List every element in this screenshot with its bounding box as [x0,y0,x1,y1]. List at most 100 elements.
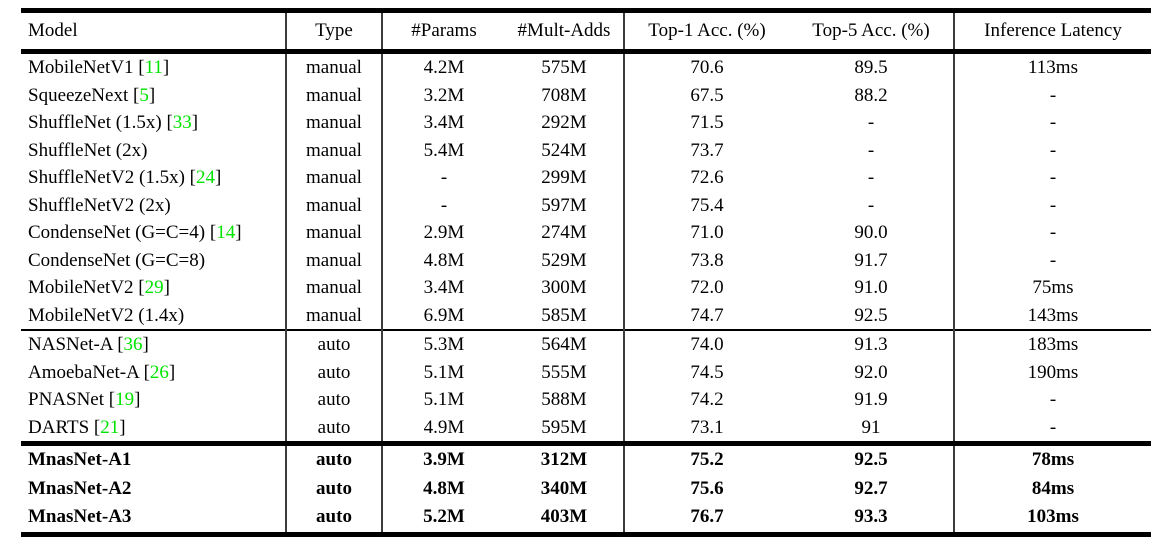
top5-acc-cell: 90.0 [854,222,888,243]
table-row: MobileNetV1 [11] manual 4.2M 575M 70.6 89.5 11… [21,51,1151,82]
top1-acc-cell: 70.6 [623,51,789,82]
mult-adds-cell: 312M [505,440,624,475]
col-header-params: #Params [382,10,505,54]
model-cell: CondenseNet (G=C=8) [28,249,206,271]
type-cell: auto [285,386,383,414]
table-body: MobileNetV1 [11] manual 4.2M 575M 70.6 89.5 11… [21,51,1151,535]
table-row: ShuffleNetV2 (2x) manual - 597M 75.4 - - [21,191,1151,219]
type-cell: manual [285,219,383,247]
top1-acc-cell: 74.7 [623,301,789,330]
params-cell: - [440,167,448,188]
type-cell: auto [285,503,383,535]
top5-acc-cell: 91 [861,416,881,438]
citation-link[interactable]: 24 [195,167,215,188]
params-cell: 5.2M [423,506,465,528]
table-row: PNASNet [19] auto 5.1M 588M 74.2 91.9 - [21,386,1151,414]
params-cell: 3.9M [382,440,505,475]
type-cell: manual [285,81,383,109]
model-cell: CondenseNet (G=C=4) [14] [28,222,242,243]
latency-cell: 78ms [953,440,1151,475]
top1-acc-cell: 72.6 [623,164,789,192]
table-row: ShuffleNet (1.5x) [33] manual 3.4M 292M 71.5… [21,109,1151,137]
col-header-model: Model [21,10,286,54]
top5-acc-cell: 89.5 [854,57,888,78]
latency-cell: - [953,81,1151,109]
top5-acc-cell: 91.7 [854,249,888,271]
top5-acc-cell: 91.0 [854,277,888,298]
type-cell: auto [285,413,383,444]
mult-adds-cell: 292M [541,112,587,133]
top1-acc-cell: 76.7 [623,503,789,535]
top1-acc-cell: 71.0 [623,219,789,247]
model-cell: DARTS [21] [28,416,126,438]
mult-adds-cell: 708M [541,84,587,106]
citation-link[interactable]: 19 [115,389,135,410]
model-cell: MnasNet-A1 [21,440,286,475]
top1-acc-cell: 74.0 [623,329,789,359]
params-cell: 3.4M [423,277,465,298]
col-header-top5-acc: Top-5 Acc. (%) [789,10,954,54]
top5-acc-cell: 93.3 [854,506,888,528]
mult-adds-cell: 299M [541,167,587,188]
type-cell: manual [285,136,383,164]
col-header-inference-latency: Inference Latency [953,10,1151,54]
top5-acc-cell: - [867,194,875,216]
table-row: DARTS [21] auto 4.9M 595M 73.1 91 - [21,413,1151,444]
table-row: MnasNet-A2 auto 4.8M 340M 75.6 92.7 84ms [21,474,1151,504]
top5-acc-cell: - [867,167,875,188]
params-cell: 5.1M [423,361,465,383]
type-cell: manual [285,51,383,82]
model-cell: ShuffleNet (2x) [28,139,148,161]
latency-cell: - [953,136,1151,164]
citation-link[interactable]: 5 [139,84,149,106]
latency-cell: 143ms [953,301,1151,330]
type-cell: auto [285,358,383,386]
mult-adds-cell: 340M [540,477,588,499]
latency-cell: - [953,219,1151,247]
table-row: CondenseNet (G=C=8) manual 4.8M 529M 73.8 91.… [21,246,1151,274]
citation-link[interactable]: 33 [172,112,192,133]
top5-acc-cell: 91.9 [854,389,888,410]
top5-acc-cell: 92.5 [789,440,954,475]
top1-acc-cell: 72.0 [623,274,789,302]
latency-cell: 84ms [953,474,1151,504]
params-cell: 5.4M [423,139,465,161]
latency-cell: 103ms [953,503,1151,535]
mult-adds-cell: 529M [541,249,587,271]
table-row: MnasNet-A3 auto 5.2M 403M 76.7 93.3 103ms [21,503,1151,535]
model-cell: SqueezeNext [5] [28,84,156,106]
table-row: AmoebaNet-A [26] auto 5.1M 555M 74.5 92.0 190m… [21,358,1151,386]
params-cell: 4.8M [423,249,465,271]
citation-link[interactable]: 14 [216,222,236,243]
mult-adds-cell: 524M [541,139,587,161]
params-cell: 5.1M [423,389,465,410]
col-header-mult-adds: #Mult-Adds [505,10,624,54]
model-cell: AmoebaNet-A [26] [28,361,176,383]
mult-adds-cell: 588M [541,389,587,410]
mult-adds-cell: 555M [541,361,587,383]
latency-cell: 183ms [953,329,1151,359]
mult-adds-cell: 403M [540,506,588,528]
params-cell: 3.2M [423,84,465,106]
top1-acc-cell: 67.5 [623,81,789,109]
type-cell: manual [285,274,383,302]
model-cell: MobileNetV1 [11] [28,57,170,78]
citation-link[interactable]: 26 [149,361,169,383]
type-cell: auto [285,474,383,504]
top1-acc-cell: 75.6 [623,474,789,504]
top5-acc-cell: - [867,112,875,133]
table-row: NASNet-A [36] auto 5.3M 564M 74.0 91.3 183ms [21,329,1151,359]
citation-link[interactable]: 36 [123,334,143,355]
citation-link[interactable]: 11 [144,57,163,78]
model-cell: MobileNetV2 (1.4x) [28,304,185,326]
col-header-type: Type [285,10,383,54]
latency-cell: - [953,246,1151,274]
citation-link[interactable]: 29 [144,277,164,298]
table-row: SqueezeNext [5] manual 3.2M 708M 67.5 88.2 - [21,81,1151,109]
params-cell: 4.9M [423,416,465,438]
latency-cell: 113ms [953,51,1151,82]
type-cell: manual [285,246,383,274]
header-row: Model Type #Params #Mult-Adds Top-1 Acc.… [21,10,1151,54]
citation-link[interactable]: 21 [100,416,120,438]
model-cell: NASNet-A [36] [21,329,286,359]
